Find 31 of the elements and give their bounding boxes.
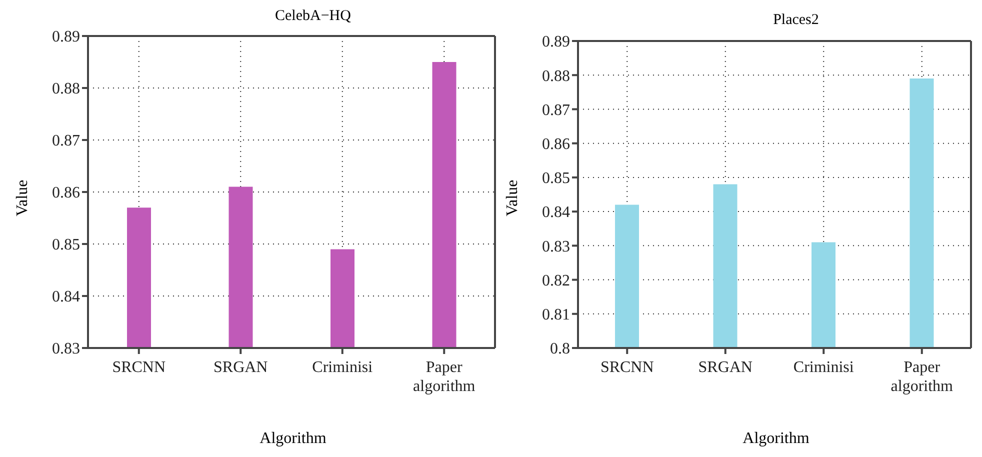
y-tick-label: 0.83 (542, 238, 570, 256)
y-tick-label: 0.88 (542, 68, 570, 85)
x-tick-label: SRCNN (600, 359, 654, 376)
y-tick-label: 0.83 (52, 340, 80, 358)
chart-title: Places2 (773, 12, 819, 28)
y-tick-label: 0.84 (542, 204, 570, 222)
y-tick-label: 0.86 (52, 184, 80, 202)
x-axis-title: Algorithm (258, 430, 328, 448)
x-tick-label: SRCNN (112, 359, 166, 376)
y-tick-label: 0.85 (542, 170, 570, 188)
y-tick-label: 0.81 (542, 306, 570, 324)
y-tick-label: 0.88 (52, 80, 80, 98)
chart-title: CelebA−HQ (275, 8, 351, 24)
y-tick-label: 0.87 (542, 102, 570, 119)
y-axis-title: Value (14, 180, 32, 216)
y-tick-label: 0.89 (52, 28, 80, 46)
y-tick-label: 0.85 (52, 236, 80, 254)
x-tick-label: Paper algorithm (413, 359, 476, 395)
y-tick-label: 0.86 (542, 136, 570, 154)
y-axis-title: Value (504, 180, 522, 216)
y-tick-label: 0.8 (550, 340, 570, 358)
y-tick-label: 0.82 (542, 272, 570, 290)
x-tick-label: Criminisi (312, 359, 374, 376)
x-tick-label: Paper algorithm (890, 359, 954, 395)
x-tick-label: Criminisi (793, 359, 854, 376)
y-tick-label: 0.89 (542, 34, 570, 51)
y-tick-label: 0.87 (52, 132, 80, 150)
x-tick-label: SRGAN (698, 359, 753, 376)
y-tick-label: 0.84 (52, 288, 80, 306)
x-tick-label: SRGAN (214, 359, 268, 376)
x-axis-title: Algorithm (742, 430, 810, 448)
